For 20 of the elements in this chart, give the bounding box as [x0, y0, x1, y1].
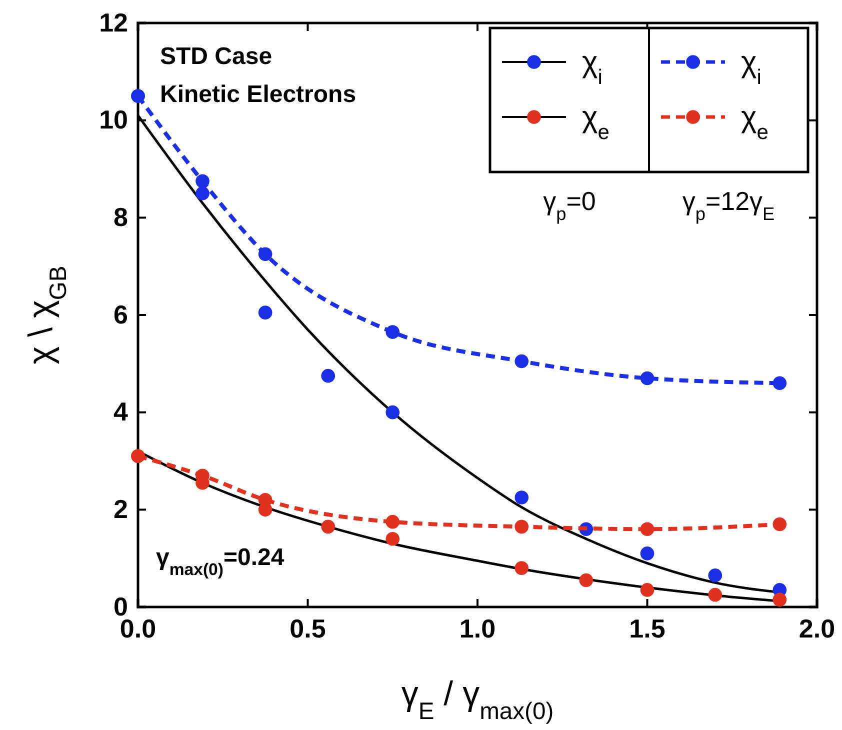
annotation: γ$_{max(0)}$=0.24 — [156, 544, 285, 578]
legend-label: χ$_{i}$ — [741, 46, 762, 88]
y-tick-label: 4 — [114, 396, 129, 427]
legend-label: χ$_{i}$ — [582, 46, 602, 88]
y-tick-label: 6 — [114, 299, 128, 330]
y-tick-label: 12 — [99, 7, 128, 38]
y-tick-label: 8 — [114, 202, 128, 232]
y-tick-label: 10 — [99, 104, 128, 135]
x-tick-label: 2.0 — [798, 613, 836, 644]
annotation: γ$_{p}$=0 — [543, 186, 596, 224]
legend-label: χ$_{e}$ — [741, 101, 768, 144]
annotation: γ$_{p}$=12γ$_{E}$ — [682, 186, 775, 224]
annotation: STD Case — [160, 43, 272, 70]
x-tick-label: 1.0 — [459, 613, 496, 644]
annotation: Kinetic Electrons — [160, 81, 356, 108]
y-tick-label: 2 — [114, 494, 128, 524]
x-axis-title: γ$_{E}$ / γ$_{max(0)}$ — [401, 675, 554, 724]
x-tick-label: 0.5 — [290, 613, 326, 644]
x-tick-label: 1.5 — [629, 613, 666, 644]
legend-label: χ$_{e}$ — [582, 101, 610, 144]
